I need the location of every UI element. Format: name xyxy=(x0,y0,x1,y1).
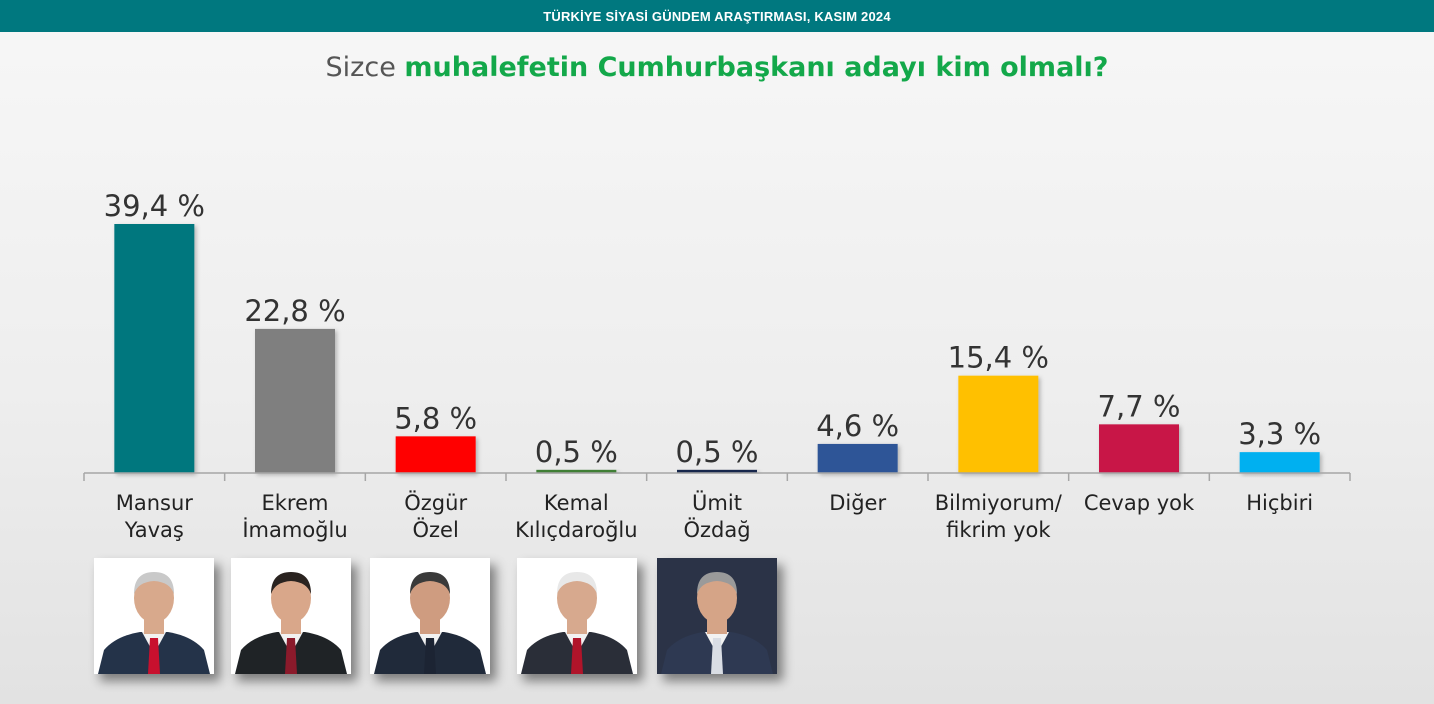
bar xyxy=(817,443,898,473)
title-prefix: Sizce xyxy=(325,52,405,83)
value-label: 3,3 % xyxy=(1238,417,1321,451)
header-banner: TÜRKİYE SİYASİ GÜNDEM ARAŞTIRMASI, KASIM… xyxy=(0,0,1434,32)
candidate-photo xyxy=(94,558,214,674)
value-label: 0,5 % xyxy=(676,435,759,469)
value-label: 5,8 % xyxy=(394,401,477,435)
bar xyxy=(255,328,335,473)
labels-layer: 39,4 % Mansur Yavaş 22,8 % Ekrem İmamoğlu 5,8 … xyxy=(104,189,1321,542)
candidate-photo xyxy=(370,558,490,674)
value-label: 15,4 % xyxy=(948,341,1049,375)
value-label: 4,6 % xyxy=(816,409,899,443)
bar xyxy=(536,469,617,473)
value-label: 22,8 % xyxy=(244,294,345,328)
bar xyxy=(395,436,476,473)
bar xyxy=(1239,452,1320,473)
bar xyxy=(114,224,195,473)
chart-title: Sizce muhalefetin Cumhurbaşkanı adayı ki… xyxy=(0,52,1434,83)
category-label: Diğer xyxy=(829,491,886,515)
category-label: Ümit Özdağ xyxy=(683,490,750,542)
bar xyxy=(677,469,757,473)
ticks-layer xyxy=(83,473,1351,481)
value-label: 7,7 % xyxy=(1098,389,1181,423)
bars-layer xyxy=(114,224,1320,473)
value-label: 0,5 % xyxy=(535,435,618,469)
candidate-photo xyxy=(657,558,777,674)
category-label: Kemal Kılıçdaroğlu xyxy=(515,491,638,542)
bar xyxy=(958,375,1039,473)
banner-text: TÜRKİYE SİYASİ GÜNDEM ARAŞTIRMASI, KASIM… xyxy=(543,8,891,24)
candidate-photo xyxy=(517,558,637,674)
category-label: Bilmiyorum/fikrim yok xyxy=(935,491,1063,542)
title-highlight: muhalefetin Cumhurbaşkanı adayı kim olma… xyxy=(404,52,1109,83)
category-label: Hiçbiri xyxy=(1246,491,1313,515)
category-label: Özgür Özel xyxy=(404,490,467,542)
category-label: Cevap yok xyxy=(1084,491,1195,515)
bar xyxy=(1099,424,1179,473)
value-label: 39,4 % xyxy=(104,189,205,223)
candidate-photo xyxy=(231,558,351,674)
category-label: Mansur Yavaş xyxy=(116,491,194,542)
category-label: Ekrem İmamoğlu xyxy=(242,491,347,542)
